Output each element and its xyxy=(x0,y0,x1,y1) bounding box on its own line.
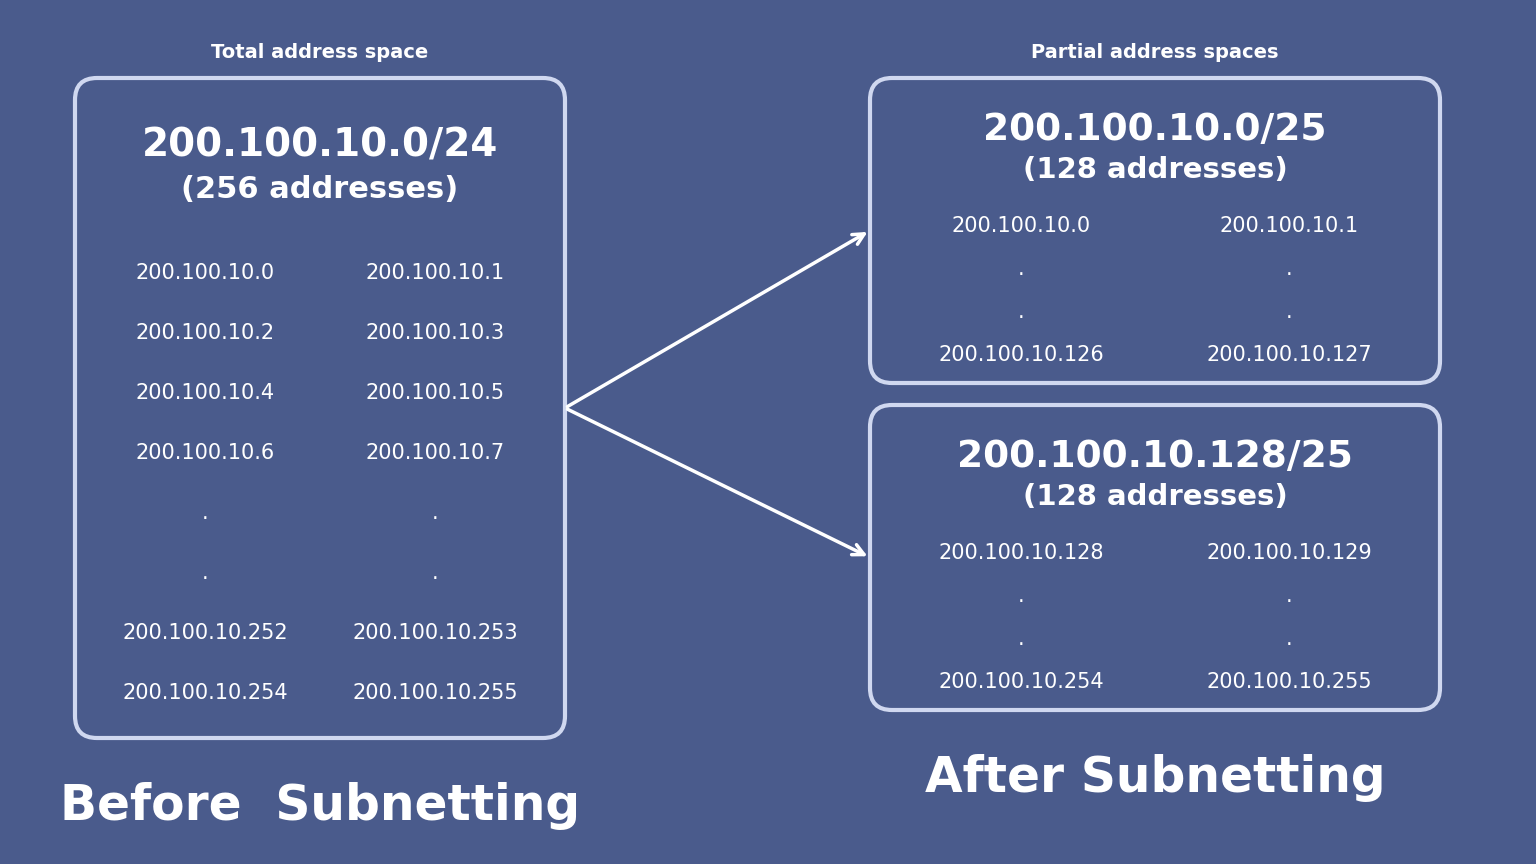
Text: 200.100.10.129: 200.100.10.129 xyxy=(1206,543,1372,563)
Text: .: . xyxy=(201,563,209,583)
Text: (128 addresses): (128 addresses) xyxy=(1023,156,1287,184)
Text: Partial address spaces: Partial address spaces xyxy=(1031,42,1279,61)
Text: 200.100.10.128/25: 200.100.10.128/25 xyxy=(957,439,1353,475)
Text: 200.100.10.3: 200.100.10.3 xyxy=(366,323,505,343)
Text: Total address space: Total address space xyxy=(212,42,429,61)
Text: .: . xyxy=(1018,586,1025,606)
Text: .: . xyxy=(201,503,209,523)
Text: .: . xyxy=(1018,629,1025,649)
Text: 200.100.10.2: 200.100.10.2 xyxy=(135,323,275,343)
FancyBboxPatch shape xyxy=(869,405,1441,710)
Text: 200.100.10.255: 200.100.10.255 xyxy=(352,683,518,703)
Text: .: . xyxy=(1286,586,1292,606)
Text: .: . xyxy=(1286,302,1292,322)
Text: .: . xyxy=(1018,302,1025,322)
Text: (128 addresses): (128 addresses) xyxy=(1023,483,1287,511)
Text: 200.100.10.253: 200.100.10.253 xyxy=(352,623,518,643)
Text: .: . xyxy=(432,563,438,583)
Text: 200.100.10.0: 200.100.10.0 xyxy=(135,263,275,283)
Text: 200.100.10.0/25: 200.100.10.0/25 xyxy=(983,112,1327,148)
FancyBboxPatch shape xyxy=(869,78,1441,383)
Text: 200.100.10.1: 200.100.10.1 xyxy=(1220,216,1358,236)
Text: 200.100.10.5: 200.100.10.5 xyxy=(366,383,505,403)
Text: After Subnetting: After Subnetting xyxy=(925,754,1385,802)
Text: 200.100.10.254: 200.100.10.254 xyxy=(938,672,1104,692)
FancyBboxPatch shape xyxy=(75,78,565,738)
Text: 200.100.10.7: 200.100.10.7 xyxy=(366,443,505,463)
Text: 200.100.10.4: 200.100.10.4 xyxy=(135,383,275,403)
Text: (256 addresses): (256 addresses) xyxy=(181,175,459,205)
Text: 200.100.10.127: 200.100.10.127 xyxy=(1206,345,1372,365)
Text: .: . xyxy=(1286,629,1292,649)
Text: 200.100.10.126: 200.100.10.126 xyxy=(938,345,1104,365)
Text: 200.100.10.1: 200.100.10.1 xyxy=(366,263,505,283)
Text: 200.100.10.6: 200.100.10.6 xyxy=(135,443,275,463)
Text: .: . xyxy=(432,503,438,523)
Text: 200.100.10.252: 200.100.10.252 xyxy=(121,623,287,643)
Text: 200.100.10.254: 200.100.10.254 xyxy=(121,683,287,703)
Text: .: . xyxy=(1018,259,1025,279)
Text: 200.100.10.0: 200.100.10.0 xyxy=(951,216,1091,236)
Text: Before  Subnetting: Before Subnetting xyxy=(60,782,581,830)
Text: 200.100.10.255: 200.100.10.255 xyxy=(1206,672,1372,692)
Text: 200.100.10.128: 200.100.10.128 xyxy=(938,543,1104,563)
Text: .: . xyxy=(1286,259,1292,279)
Text: 200.100.10.0/24: 200.100.10.0/24 xyxy=(141,127,498,165)
